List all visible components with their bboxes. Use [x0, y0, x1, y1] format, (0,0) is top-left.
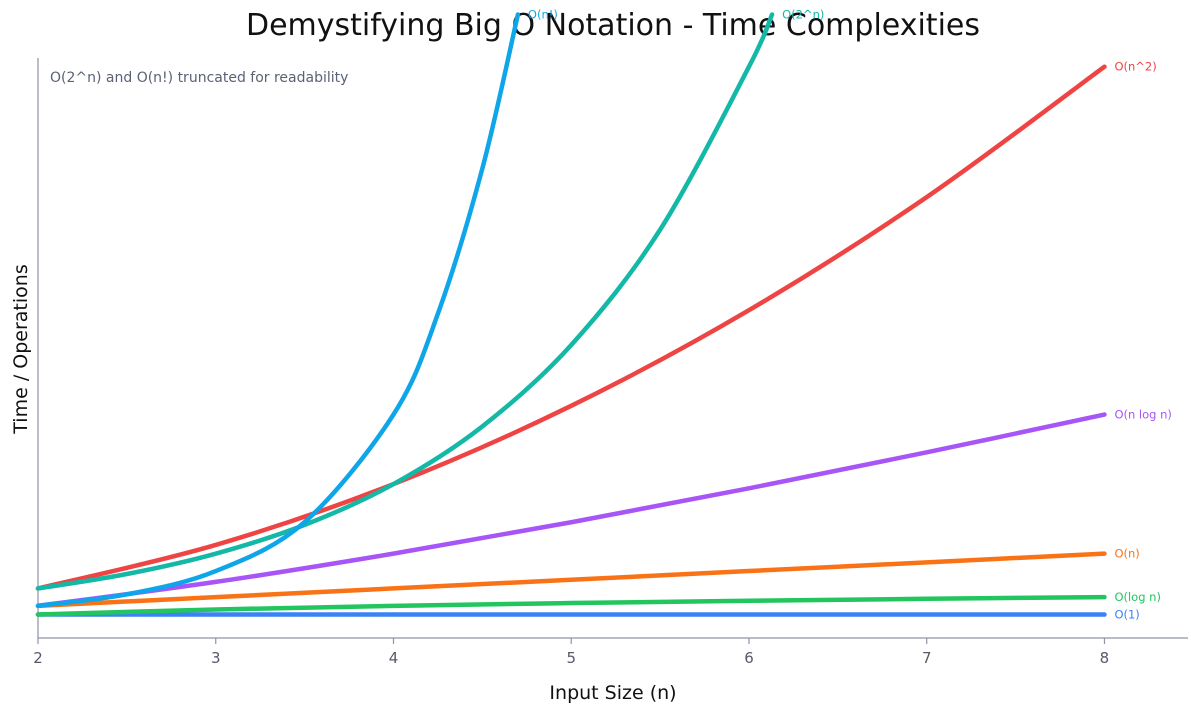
series-labels: O(1) O(log n) O(n) O(n log n) O(n^2) O(2^n) O(… [528, 8, 1172, 622]
series-label: O(n^2) [1114, 60, 1156, 74]
series-line-o-n [35, 551, 1107, 609]
series-line-o-n-log-n [35, 412, 1107, 609]
x-tick-label: 8 [1100, 649, 1110, 667]
truncation-note: O(2^n) and O(n!) truncated for readabili… [50, 70, 348, 86]
series-line-o-n [35, 12, 521, 609]
plot-area: 2 3 4 5 6 7 8 O(1) O(log n) O(n) O(n log n) O(n^2)… [33, 8, 1188, 667]
x-tick-label: 2 [33, 649, 43, 667]
series-line-o-n-2 [35, 64, 1107, 591]
series-line-o-log-n [35, 594, 1107, 617]
chart-title: Demystifying Big O Notation - Time Compl… [246, 8, 980, 43]
x-tick-label: 4 [389, 649, 399, 667]
series-label: O(n log n) [1114, 408, 1171, 422]
y-axis-label: Time / Operations [10, 264, 32, 434]
x-tick-label: 3 [211, 649, 221, 667]
x-tick-label: 5 [566, 649, 576, 667]
x-tick-label: 7 [922, 649, 932, 667]
x-tick-label: 6 [744, 649, 754, 667]
x-axis-label: Input Size (n) [549, 682, 676, 704]
series-label: O(n) [1114, 547, 1139, 561]
series-label: O(log n) [1114, 590, 1161, 604]
series-label: O(2^n) [782, 8, 824, 22]
series-lines [35, 12, 1107, 617]
x-ticks: 2 3 4 5 6 7 8 [33, 638, 1109, 667]
series-line-o-2-n [35, 12, 775, 591]
series-label: O(n!) [528, 8, 558, 22]
series-label: O(1) [1114, 608, 1139, 622]
